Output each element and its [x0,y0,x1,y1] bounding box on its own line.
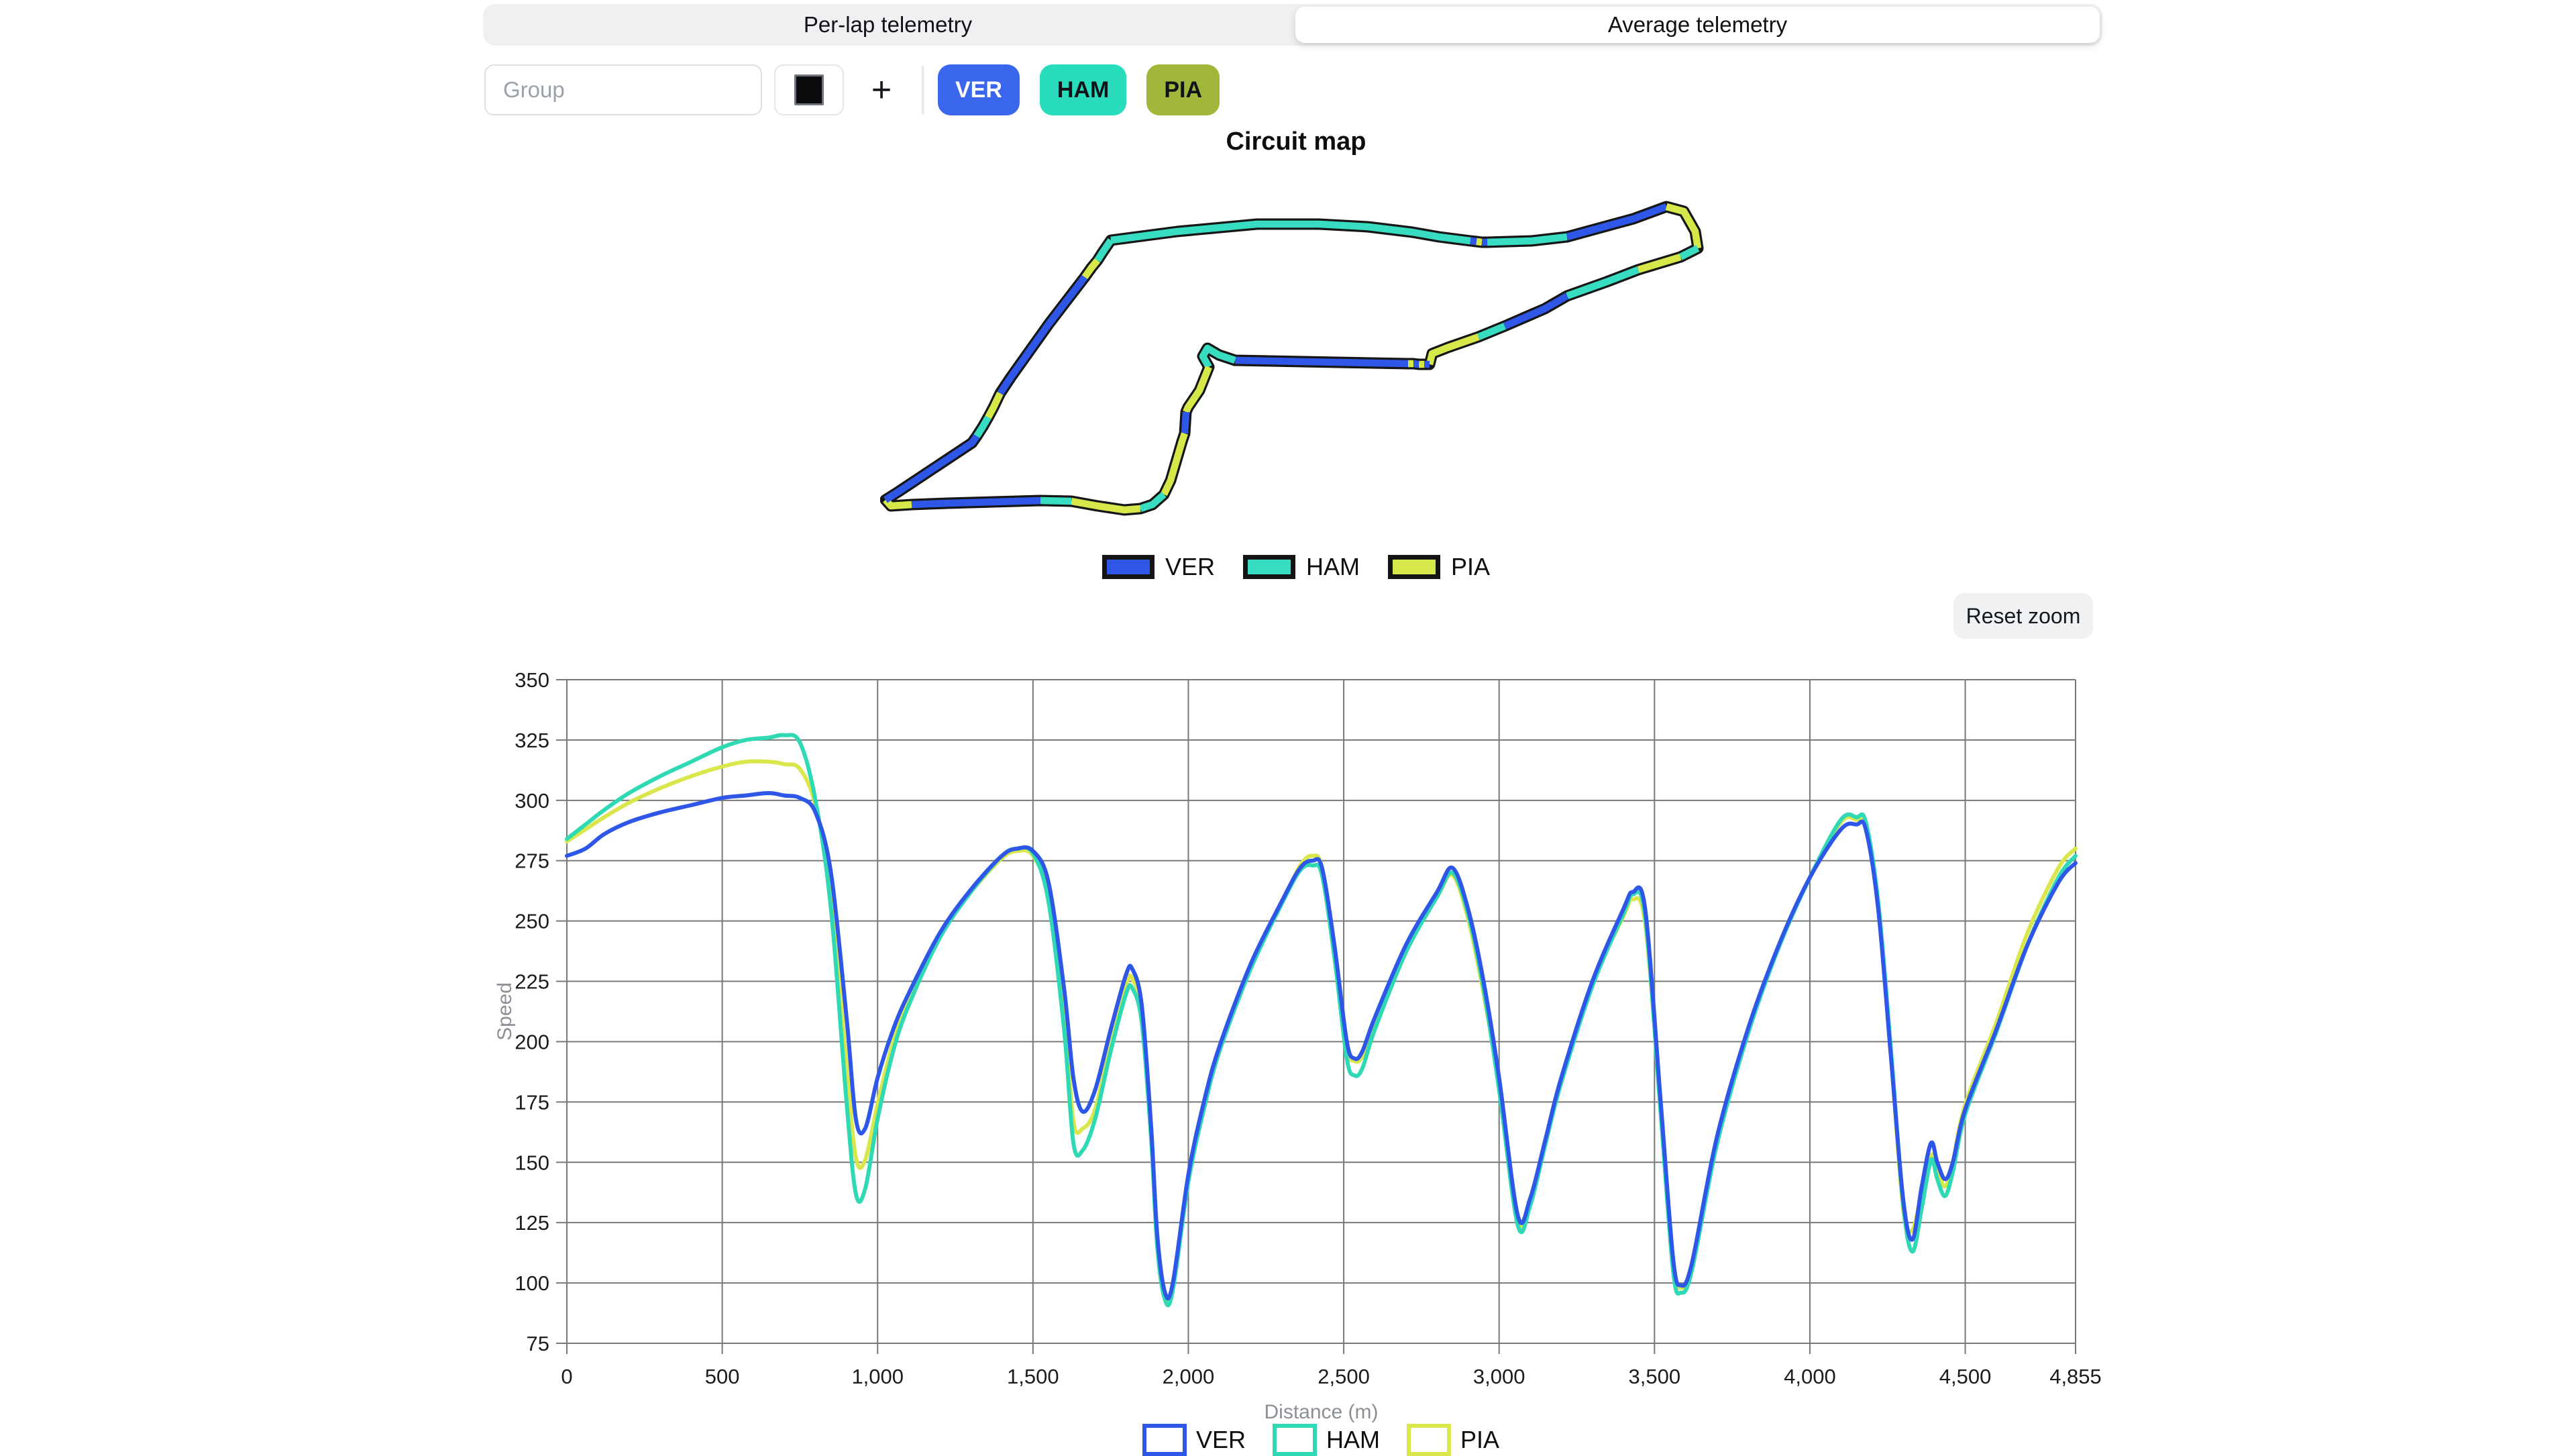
track-segment [973,415,991,438]
legend-swatch [1388,555,1440,579]
legend-item-ham[interactable]: HAM [1273,1424,1380,1456]
track-segment [1161,432,1188,497]
color-picker-button[interactable] [774,64,844,115]
track-segment [1503,293,1569,329]
track-segment [985,391,1004,419]
y-tick-label: 250 [515,910,549,933]
x-tick-label: 2,500 [1318,1365,1370,1388]
y-tick-label: 275 [515,849,549,873]
legend-label: PIA [1460,1426,1500,1453]
x-tick-label: 4,855 [2049,1365,2102,1388]
legend-item-pia[interactable]: PIA [1407,1424,1499,1456]
x-tick-label: 1,500 [1007,1365,1059,1388]
track-segment [1470,237,1477,246]
x-tick-label: 500 [705,1365,740,1388]
divider [922,66,924,114]
legend-swatch [1243,555,1295,579]
tab-average-label: Average telemetry [1607,12,1788,37]
series-line-ham [565,733,2078,1308]
track-segment [1566,266,1640,299]
y-tick-label: 350 [515,668,549,692]
x-tick-label: 1,000 [851,1365,904,1388]
series-line-pia [565,759,2078,1305]
legend-item-ver[interactable]: VER [1102,553,1215,581]
track-segment [1181,411,1190,434]
track-segment [1477,323,1506,340]
legend-item-pia[interactable]: PIA [1388,553,1490,581]
track-segment [1637,253,1682,274]
y-tick-label: 150 [515,1151,549,1174]
circuit-legend: VER HAM PIA [880,553,1712,581]
legend-label: HAM [1326,1426,1380,1453]
track-segment [1081,258,1101,280]
driver-chip-pia[interactable]: PIA [1146,64,1220,115]
x-tick-label: 0 [561,1365,572,1388]
track-segment [1678,245,1700,260]
y-tick-label: 75 [527,1332,549,1355]
legend-label: VER [1165,553,1215,580]
x-tick-label: 2,000 [1163,1365,1215,1388]
legend-swatch [1142,1424,1187,1456]
circuit-map-title: Circuit map [1226,127,1366,156]
speed-chart[interactable]: 0 500 1,000 1,500 2,000 2,500 3,000 3,500 4,000 4… [470,644,2147,1449]
track-segment [883,433,980,503]
y-axis-title: Speed [494,982,516,1041]
reset-zoom-button[interactable]: Reset zoom [1953,593,2093,639]
legend-item-ham[interactable]: HAM [1243,553,1360,581]
track-segment [911,497,1041,509]
track-segment [1183,366,1212,414]
track-segment [1110,220,1471,245]
legend-swatch [1407,1424,1451,1456]
track-segment [1094,238,1114,262]
legend-label: PIA [1451,553,1491,580]
chart-legend: VER HAM PIA [1073,1424,1569,1456]
driver-chip-ver[interactable]: VER [938,64,1020,115]
x-tick-label: 3,000 [1473,1365,1525,1388]
driver-chip-ham[interactable]: HAM [1039,64,1127,115]
tab-per-lap-telemetry[interactable]: Per-lap telemetry [486,7,1290,43]
tab-average-telemetry[interactable]: Average telemetry [1295,7,2100,43]
legend-item-ver[interactable]: VER [1142,1424,1246,1456]
add-driver-button[interactable]: + [856,64,907,115]
x-tick-label: 3,500 [1629,1365,1681,1388]
x-tick-label: 4,500 [1939,1365,1992,1388]
track-segment [1487,233,1568,246]
y-tick-label: 200 [515,1030,549,1053]
legend-label: VER [1195,1426,1246,1453]
track-segment [1566,203,1668,241]
track-segment [1665,203,1702,249]
y-tick-label: 125 [515,1211,549,1235]
track-segment [1071,497,1141,514]
series-line-ver [565,791,2078,1300]
y-tick-label: 300 [515,789,549,813]
color-swatch [794,74,824,105]
driver-chips: VER HAM PIA [938,64,1220,115]
group-input[interactable] [484,64,762,115]
y-tick-label: 175 [515,1090,549,1114]
x-tick-label: 4,000 [1784,1365,1836,1388]
circuit-map [880,201,1704,516]
track-segment [1199,344,1236,369]
legend-swatch [1273,1424,1317,1456]
track-segment [1234,356,1409,368]
legend-label: HAM [1306,553,1360,580]
y-tick-label: 325 [515,729,549,752]
y-tick-label: 100 [515,1271,549,1295]
legend-swatch [1102,555,1155,579]
track-segment [1426,333,1480,366]
track-segment [997,274,1088,395]
tab-per-lap-label: Per-lap telemetry [803,12,973,37]
y-tick-label: 225 [515,970,549,994]
x-axis-title: Distance (m) [1264,1401,1378,1423]
tab-bar: Per-lap telemetry Average telemetry [483,4,2102,46]
track-segment [1139,492,1167,512]
